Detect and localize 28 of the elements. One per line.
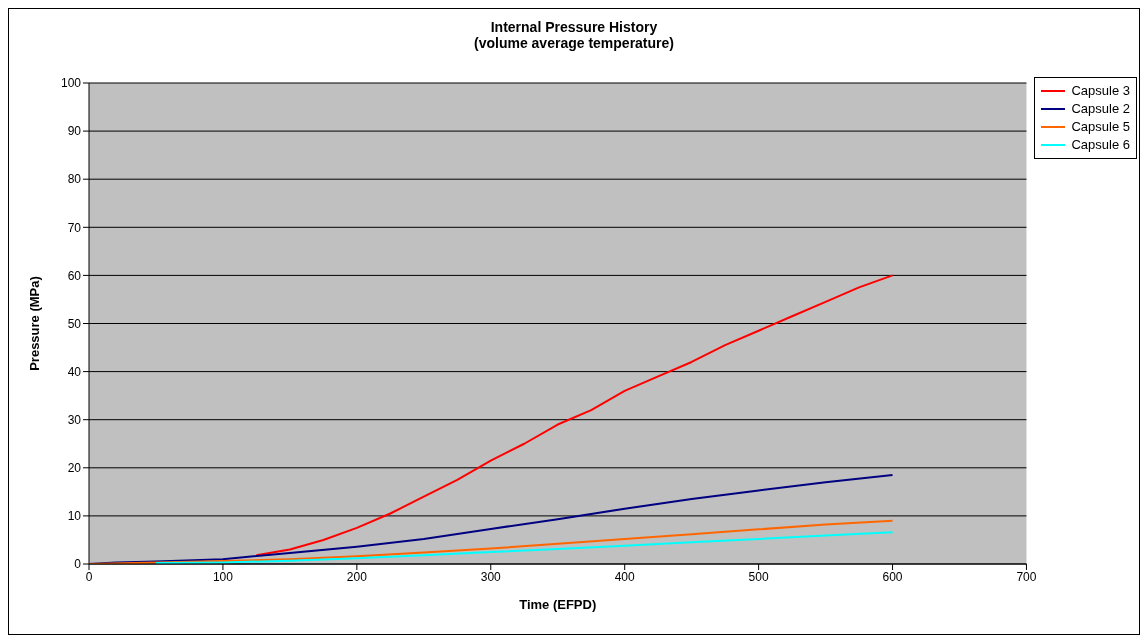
legend-label: Capsule 3 (1071, 82, 1130, 100)
legend-label: Capsule 6 (1071, 136, 1130, 154)
y-tick-label: 40 (67, 364, 82, 379)
y-tick-label: 10 (67, 509, 82, 524)
x-tick-label: 200 (346, 569, 368, 584)
y-axis-title: Pressure (MPa) (26, 276, 42, 371)
y-tick-label: 60 (67, 268, 82, 283)
line-series (154, 531, 894, 564)
y-tick-label: 80 (67, 172, 82, 187)
x-tick-label: 700 (1016, 569, 1037, 584)
x-tick-label: 100 (212, 569, 234, 584)
x-tick-label: 600 (882, 569, 903, 584)
x-tick-label: 0 (85, 569, 93, 584)
y-tick-label: 100 (60, 76, 82, 91)
x-tick-label: 400 (614, 569, 636, 584)
x-tick-label: 500 (748, 569, 769, 584)
y-tick-label: 90 (67, 124, 82, 139)
y-tick-label: 70 (67, 220, 82, 235)
line-series (255, 274, 894, 557)
legend-label: Capsule 5 (1071, 118, 1130, 136)
y-tick-label: 0 (74, 557, 82, 572)
y-tick-label: 50 (67, 316, 82, 331)
y-tick-label: 30 (67, 412, 82, 427)
y-tick-label: 20 (67, 461, 82, 476)
x-tick-label: 300 (480, 569, 502, 584)
chart-title: Internal Pressure History (volume average temperature) (473, 19, 675, 51)
x-axis-title: Time (EFPD) (519, 597, 597, 612)
legend-label: Capsule 2 (1071, 100, 1130, 118)
